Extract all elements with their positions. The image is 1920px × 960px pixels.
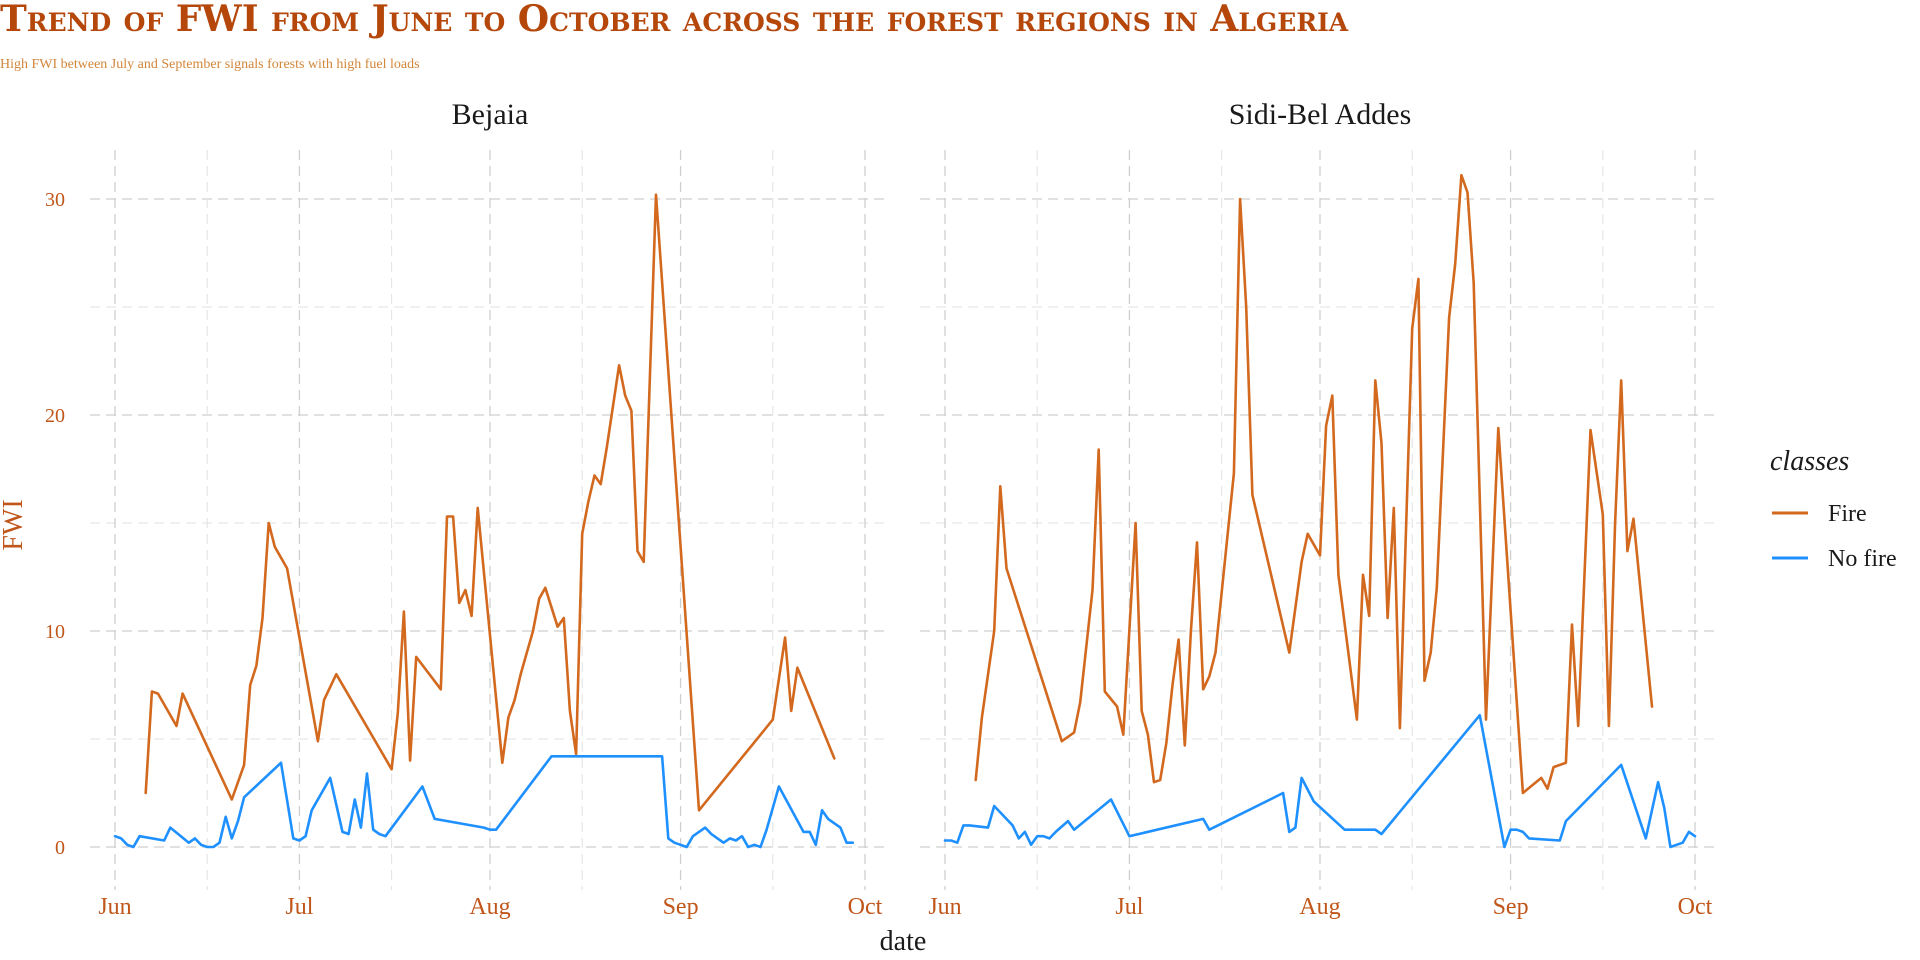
x-tick-label: Sep <box>1493 894 1529 920</box>
panel-sidi-bel-addes: Sidi-Bel Addes Jun Jul Aug Sep Oct <box>920 98 1720 920</box>
chart-title: Trend of FWI from June to October across… <box>0 0 1349 40</box>
x-tick-label: Sep <box>663 894 699 920</box>
x-tick-label: Jun <box>928 894 961 920</box>
legend-item-no-fire: No fire <box>1772 546 1897 572</box>
y-tick-label: 30 <box>45 189 65 211</box>
series-line-fire-sidi-bel-addes <box>974 173 1654 795</box>
x-tick-label: Jun <box>98 894 131 920</box>
grid-sidi-bel-addes <box>920 150 1720 890</box>
y-tick-label: 10 <box>45 621 65 643</box>
series-line-no-fire-bejaia <box>113 754 855 849</box>
series-line-fire-bejaia <box>144 193 836 812</box>
legend-item-fire: Fire <box>1772 501 1867 527</box>
x-tick-label: Aug <box>469 894 510 920</box>
x-tick-label: Oct <box>848 894 883 920</box>
legend-label-fire: Fire <box>1828 501 1867 527</box>
chart-subtitle: High FWI between July and September sign… <box>0 57 420 72</box>
facet-label-sidi-bel-addes: Sidi-Bel Addes <box>1229 98 1412 131</box>
x-tick-label: Oct <box>1678 894 1713 920</box>
facet-panels: Bejaia Jun Jul Aug Sep Oct 0 10 20 30 Sidi-Bel Add… <box>45 98 1720 920</box>
y-axis-title: FWI <box>0 499 29 550</box>
legend-title: classes <box>1770 446 1849 477</box>
facet-label-bejaia: Bejaia <box>452 98 529 131</box>
legend: classes Fire No fire <box>1770 446 1897 572</box>
x-tick-label: Aug <box>1299 894 1340 920</box>
grid-bejaia <box>90 150 890 890</box>
series-line-no-fire-sidi-bel-addes <box>943 713 1697 849</box>
x-tick-label: Jul <box>1115 894 1143 920</box>
panel-bejaia: Bejaia Jun Jul Aug Sep Oct 0 10 20 30 <box>45 98 890 920</box>
y-tick-label: 20 <box>45 405 65 427</box>
y-tick-label: 0 <box>55 837 65 859</box>
x-tick-label: Jul <box>285 894 313 920</box>
legend-label-no-fire: No fire <box>1828 546 1897 572</box>
x-axis-title: date <box>880 926 927 957</box>
